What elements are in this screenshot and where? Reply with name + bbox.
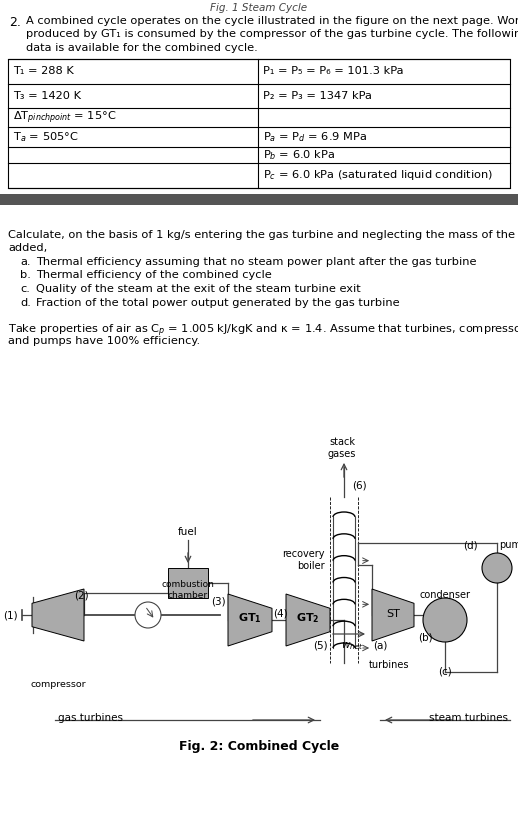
Bar [168,568,208,598]
Bar [0,194,518,205]
Text: A combined cycle operates on the cycle illustrated in the figure on the next pag: A combined cycle operates on the cycle i… [26,16,518,26]
Text: P$_{b}$ = 6.0 kPa: P$_{b}$ = 6.0 kPa [263,148,335,162]
Text: T₁ = 288 K: T₁ = 288 K [13,67,74,76]
Text: produced by GT₁ is consumed by the compressor of the gas turbine cycle. The foll: produced by GT₁ is consumed by the compr… [26,29,518,40]
Text: P$_{c}$ = 6.0 kPa (saturated liquid condition): P$_{c}$ = 6.0 kPa (saturated liquid cond… [263,168,493,182]
Text: Fig. 1 Steam Cycle: Fig. 1 Steam Cycle [210,3,308,13]
Text: compressor: compressor [30,680,86,689]
Text: Fraction of the total power output generated by the gas turbine: Fraction of the total power output gener… [36,298,399,307]
Text: combustion: combustion [162,580,214,589]
Text: Calculate, on the basis of 1 kg/s entering the gas turbine and neglecting the ma: Calculate, on the basis of 1 kg/s enteri… [8,230,518,240]
Text: Take properties of air as C$_p$ = 1.005 kJ/kgK and κ = 1.4. Assume that turbines: Take properties of air as C$_p$ = 1.005 … [8,323,518,339]
Text: (a): (a) [373,640,388,650]
Text: P$_{a}$ = P$_{d}$ = 6.9 MPa: P$_{a}$ = P$_{d}$ = 6.9 MPa [263,130,367,144]
Polygon shape [228,594,272,646]
Text: d.: d. [20,298,31,307]
Text: b.: b. [20,271,31,280]
Text: turbines: turbines [369,660,409,670]
Polygon shape [372,589,414,641]
Text: T$_{a}$ = 505°C: T$_{a}$ = 505°C [13,130,79,144]
Text: (b): (b) [418,632,433,642]
Text: Fig. 2: Combined Cycle: Fig. 2: Combined Cycle [179,740,339,753]
Text: gas turbines: gas turbines [58,713,123,723]
Text: and pumps have 100% efficiency.: and pumps have 100% efficiency. [8,336,200,346]
Polygon shape [286,594,330,646]
Text: (3): (3) [211,597,226,607]
Text: Quality of the steam at the exit of the steam turbine exit: Quality of the steam at the exit of the … [36,284,361,294]
Text: (d): (d) [463,540,477,550]
Text: 2.: 2. [9,16,21,29]
Text: ST: ST [386,609,400,619]
Text: stack
gases: stack gases [328,437,356,459]
Text: steam turbines: steam turbines [429,713,508,723]
Circle shape [135,602,161,628]
Text: a.: a. [20,257,31,267]
Text: chamber: chamber [168,591,208,600]
Text: $\mathbf{GT_1}$: $\mathbf{GT_1}$ [238,611,262,625]
Text: (1): (1) [4,610,18,620]
Text: fuel: fuel [178,527,198,537]
Text: pump: pump [499,540,518,550]
Text: ΔT$_{pinch point}$ = 15°C: ΔT$_{pinch point}$ = 15°C [13,109,117,126]
Circle shape [482,553,512,583]
Text: c.: c. [20,284,30,294]
Text: (2): (2) [74,591,89,601]
Text: $\mathbf{GT_2}$: $\mathbf{GT_2}$ [296,611,320,625]
Text: (c): (c) [438,666,452,676]
Text: P₂ = P₃ = 1347 kPa: P₂ = P₃ = 1347 kPa [263,91,372,101]
Text: (4): (4) [272,608,287,618]
Text: added,: added, [8,243,47,253]
Text: Thermal efficiency assuming that no steam power plant after the gas turbine: Thermal efficiency assuming that no stea… [36,257,477,267]
Text: Thermal efficiency of the combined cycle: Thermal efficiency of the combined cycle [36,271,272,280]
Text: data is available for the combined cycle.: data is available for the combined cycle… [26,43,258,53]
Text: T₃ = 1420 K: T₃ = 1420 K [13,91,81,101]
Text: condenser: condenser [420,590,470,600]
Polygon shape [32,589,84,641]
Text: P₁ = P₅ = P₆ = 101.3 kPa: P₁ = P₅ = P₆ = 101.3 kPa [263,67,404,76]
Bar [8,59,510,188]
Circle shape [423,598,467,642]
Text: (5): (5) [313,640,327,650]
Text: recovery
boiler: recovery boiler [282,550,325,571]
Text: $w_{net}$: $w_{net}$ [341,640,363,652]
Text: (6): (6) [352,480,367,490]
